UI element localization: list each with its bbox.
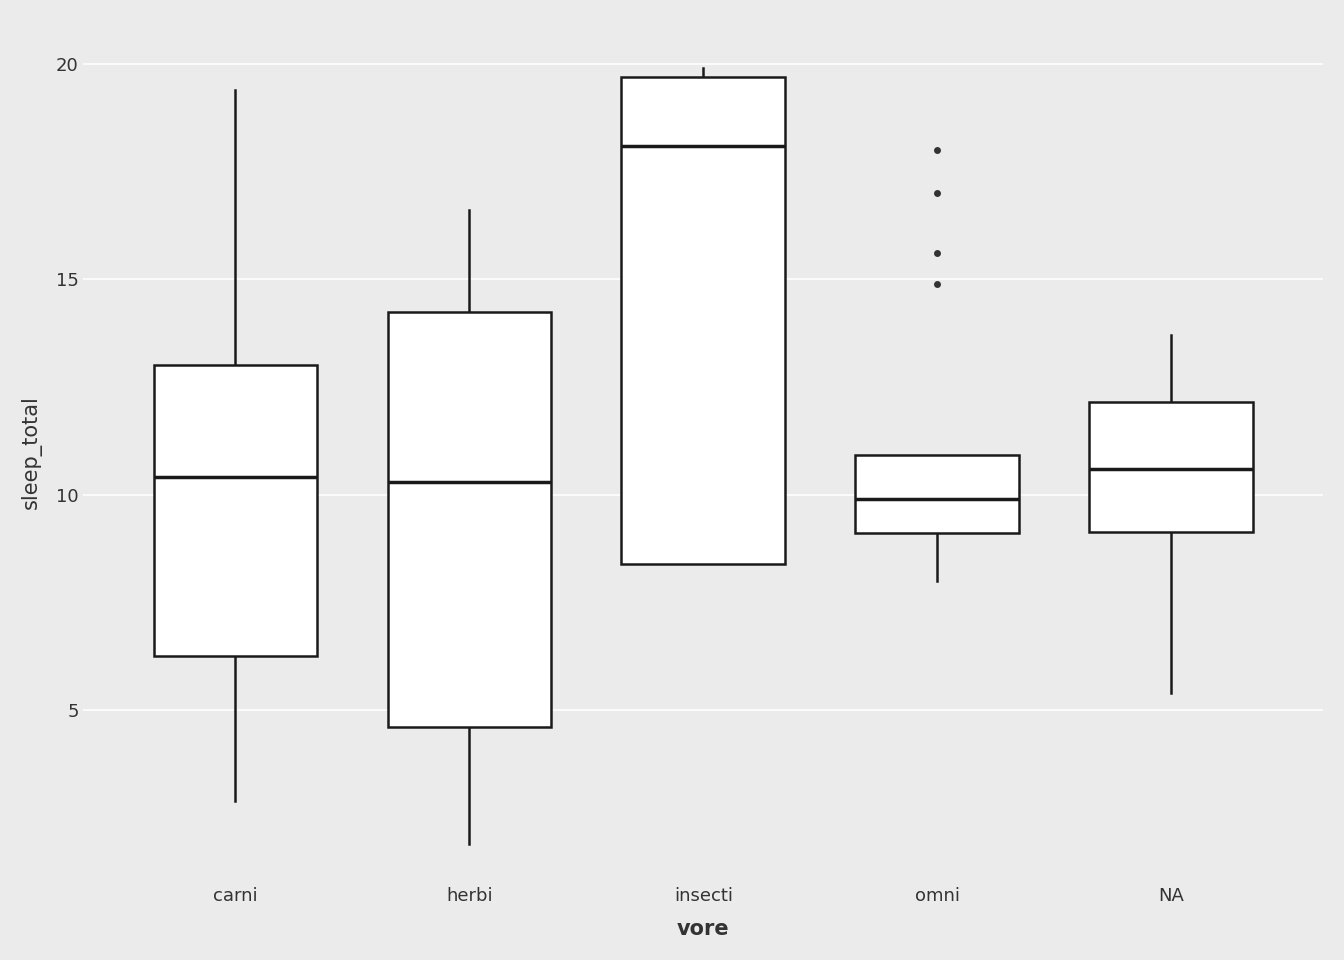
Y-axis label: sleep_total: sleep_total	[22, 395, 42, 509]
Bar	[153, 366, 317, 657]
Bar	[621, 77, 785, 564]
X-axis label: vore: vore	[677, 919, 730, 939]
Bar	[387, 312, 551, 728]
Bar	[1089, 402, 1253, 533]
Bar	[855, 455, 1019, 534]
